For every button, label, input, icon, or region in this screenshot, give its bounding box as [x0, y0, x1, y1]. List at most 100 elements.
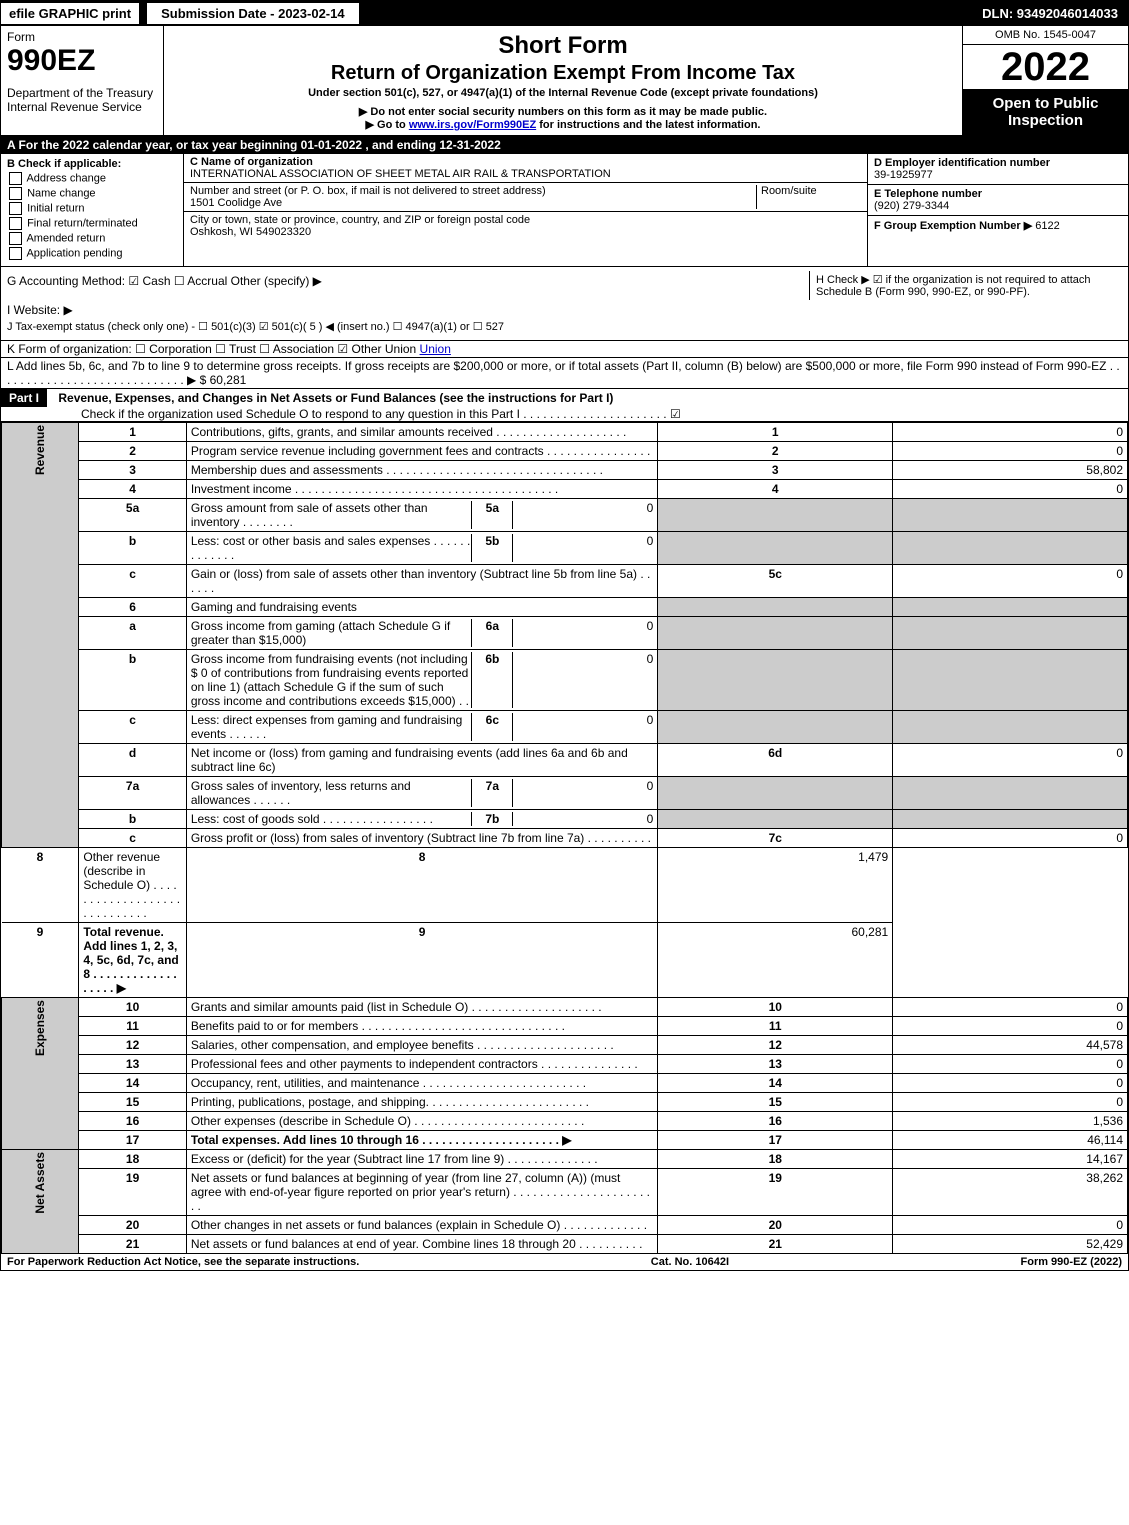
- table-row: Expenses10Grants and similar amounts pai…: [2, 998, 1128, 1017]
- line-number: 13: [79, 1055, 186, 1074]
- footer-form: Form 990-EZ (2022): [1021, 1256, 1122, 1268]
- line-amt-grey: [893, 598, 1128, 617]
- line-box-grey: [658, 532, 893, 565]
- footer-left: For Paperwork Reduction Act Notice, see …: [7, 1256, 359, 1268]
- line-number: 20: [79, 1216, 186, 1235]
- line-amt-grey: [893, 532, 1128, 565]
- header-title: Short Form Return of Organization Exempt…: [164, 26, 962, 135]
- inner-box-label: 5a: [471, 501, 513, 529]
- line-g: G Accounting Method: ☑ Cash ☐ Accrual Ot…: [7, 274, 809, 297]
- line-desc: Net assets or fund balances at end of ye…: [186, 1235, 658, 1254]
- line-desc: Membership dues and assessments . . . . …: [186, 461, 658, 480]
- box-e-label: E Telephone number: [874, 188, 982, 200]
- inner-box-label: 7b: [471, 812, 513, 826]
- chk-address-change[interactable]: Address change: [7, 172, 177, 185]
- room-suite: Room/suite: [756, 185, 861, 209]
- union-link[interactable]: Union: [420, 342, 451, 356]
- line-desc: Gross income from fundraising events (no…: [186, 650, 658, 711]
- line-desc: Program service revenue including govern…: [186, 442, 658, 461]
- inner-box-value: 0: [513, 713, 653, 741]
- line-amount: 1,479: [658, 848, 893, 923]
- chk-amended-return[interactable]: Amended return: [7, 232, 177, 245]
- box-b: B Check if applicable: Address change Na…: [1, 154, 184, 266]
- line-box: 16: [658, 1112, 893, 1131]
- line-desc: Printing, publications, postage, and shi…: [186, 1093, 658, 1112]
- inner-box-value: 0: [513, 501, 653, 529]
- efile-print[interactable]: efile GRAPHIC print: [1, 3, 139, 24]
- line-number: d: [79, 744, 186, 777]
- line-box: 2: [658, 442, 893, 461]
- line-number: 19: [79, 1169, 186, 1216]
- line-number: 14: [79, 1074, 186, 1093]
- line-desc: Less: cost or other basis and sales expe…: [186, 532, 658, 565]
- table-row: bLess: cost of goods sold . . . . . . . …: [2, 810, 1128, 829]
- table-row: 4Investment income . . . . . . . . . . .…: [2, 480, 1128, 499]
- line-number: 3: [79, 461, 186, 480]
- table-row: 16Other expenses (describe in Schedule O…: [2, 1112, 1128, 1131]
- lines-table: Revenue1Contributions, gifts, grants, an…: [1, 422, 1128, 1254]
- line-desc: Gross sales of inventory, less returns a…: [186, 777, 658, 810]
- table-row: bLess: cost or other basis and sales exp…: [2, 532, 1128, 565]
- box-b-title: B Check if applicable:: [7, 158, 177, 170]
- line-desc: Gross income from gaming (attach Schedul…: [186, 617, 658, 650]
- line-h: H Check ▶ ☑ if the organization is not r…: [809, 271, 1122, 300]
- box-c: C Name of organization INTERNATIONAL ASS…: [184, 154, 867, 266]
- inner-box-value: 0: [513, 812, 653, 826]
- misc-lines: G Accounting Method: ☑ Cash ☐ Accrual Ot…: [1, 267, 1128, 341]
- table-row: 3Membership dues and assessments . . . .…: [2, 461, 1128, 480]
- inner-box-label: 6c: [471, 713, 513, 741]
- line-number: 9: [2, 923, 79, 998]
- form-page: efile GRAPHIC print Submission Date - 20…: [0, 0, 1129, 1271]
- top-bar: efile GRAPHIC print Submission Date - 20…: [1, 1, 1128, 26]
- line-desc: Less: cost of goods sold . . . . . . . .…: [186, 810, 658, 829]
- submission-date: Submission Date - 2023-02-14: [145, 1, 361, 26]
- line-box: 6d: [658, 744, 893, 777]
- page-footer: For Paperwork Reduction Act Notice, see …: [1, 1254, 1128, 1270]
- part1-label: Part I: [1, 389, 47, 407]
- line-number: c: [79, 565, 186, 598]
- line-number: c: [79, 711, 186, 744]
- table-row: aGross income from gaming (attach Schedu…: [2, 617, 1128, 650]
- form-word: Form: [7, 30, 157, 44]
- box-f-label: F Group Exemption Number ▶: [874, 220, 1032, 232]
- inner-box-label: 6b: [471, 652, 513, 708]
- line-desc: Gaming and fundraising events: [186, 598, 658, 617]
- line-box: 17: [658, 1131, 893, 1150]
- table-row: 13Professional fees and other payments t…: [2, 1055, 1128, 1074]
- org-name: INTERNATIONAL ASSOCIATION OF SHEET METAL…: [190, 168, 611, 180]
- line-box: 5c: [658, 565, 893, 598]
- table-row: 5aGross amount from sale of assets other…: [2, 499, 1128, 532]
- line-amount: 0: [893, 1216, 1128, 1235]
- line-amount: 0: [893, 1017, 1128, 1036]
- line-box: 1: [658, 423, 893, 442]
- line-desc: Total revenue. Add lines 1, 2, 3, 4, 5c,…: [79, 923, 186, 998]
- line-amount: 0: [893, 1055, 1128, 1074]
- line-number: c: [79, 829, 186, 848]
- line-amount: 0: [893, 1093, 1128, 1112]
- line-number: b: [79, 532, 186, 565]
- side-label-expenses: Expenses: [2, 998, 79, 1150]
- line-amount: 52,429: [893, 1235, 1128, 1254]
- table-row: 14Occupancy, rent, utilities, and mainte…: [2, 1074, 1128, 1093]
- line-number: 8: [2, 848, 79, 923]
- table-row: 9Total revenue. Add lines 1, 2, 3, 4, 5c…: [2, 923, 1128, 998]
- irs-link[interactable]: www.irs.gov/Form990EZ: [409, 119, 536, 131]
- table-row: 6Gaming and fundraising events: [2, 598, 1128, 617]
- table-row: 21Net assets or fund balances at end of …: [2, 1235, 1128, 1254]
- line-desc: Total expenses. Add lines 10 through 16 …: [186, 1131, 658, 1150]
- part1-check: Check if the organization used Schedule …: [1, 407, 681, 421]
- table-row: Revenue1Contributions, gifts, grants, an…: [2, 423, 1128, 442]
- inner-box-label: 5b: [471, 534, 513, 562]
- form-header: Form 990EZ Department of the Treasury In…: [1, 26, 1128, 136]
- line-i: I Website: ▶: [7, 303, 1122, 317]
- line-box: 12: [658, 1036, 893, 1055]
- section-a: A For the 2022 calendar year, or tax yea…: [1, 136, 1128, 154]
- chk-final-return[interactable]: Final return/terminated: [7, 217, 177, 230]
- title-short-form: Short Form: [170, 32, 956, 60]
- line-box: 13: [658, 1055, 893, 1074]
- chk-application-pending[interactable]: Application pending: [7, 247, 177, 260]
- title-return: Return of Organization Exempt From Incom…: [170, 62, 956, 85]
- line-number: 16: [79, 1112, 186, 1131]
- chk-initial-return[interactable]: Initial return: [7, 202, 177, 215]
- chk-name-change[interactable]: Name change: [7, 187, 177, 200]
